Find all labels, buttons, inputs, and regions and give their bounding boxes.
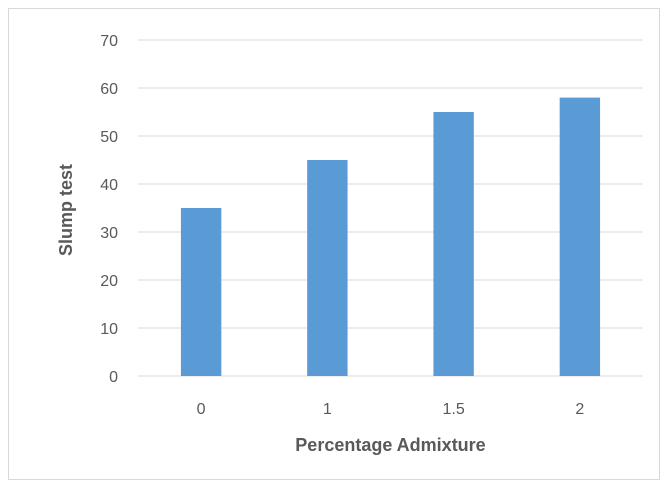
y-tick-labels: 0 10 20 30 40 50 60 70: [100, 33, 118, 386]
x-axis-title: Percentage Admixture: [295, 435, 485, 455]
x-tick-labels: 0 1 1.5 2: [197, 401, 585, 418]
bar-2: [559, 97, 601, 376]
y-axis-title: Slump test: [56, 164, 76, 256]
y-tick-label: 0: [109, 369, 118, 386]
y-tick-label: 40: [100, 177, 118, 194]
y-tick-label: 10: [100, 321, 118, 338]
y-tick-label: 20: [100, 273, 118, 290]
bar-1.5: [433, 112, 474, 376]
bar-0: [180, 208, 222, 376]
y-tick-label: 30: [100, 225, 118, 242]
x-tick-label: 1.5: [443, 401, 465, 418]
x-tick-label: 2: [575, 401, 584, 418]
bar-1: [307, 160, 348, 376]
x-tick-label: 0: [197, 401, 206, 418]
gridlines: [138, 39, 643, 377]
x-tick-label: 1: [323, 401, 332, 418]
y-tick-label: 70: [100, 33, 118, 50]
y-tick-label: 60: [100, 81, 118, 98]
y-tick-label: 50: [100, 129, 118, 146]
bars: [180, 97, 601, 376]
